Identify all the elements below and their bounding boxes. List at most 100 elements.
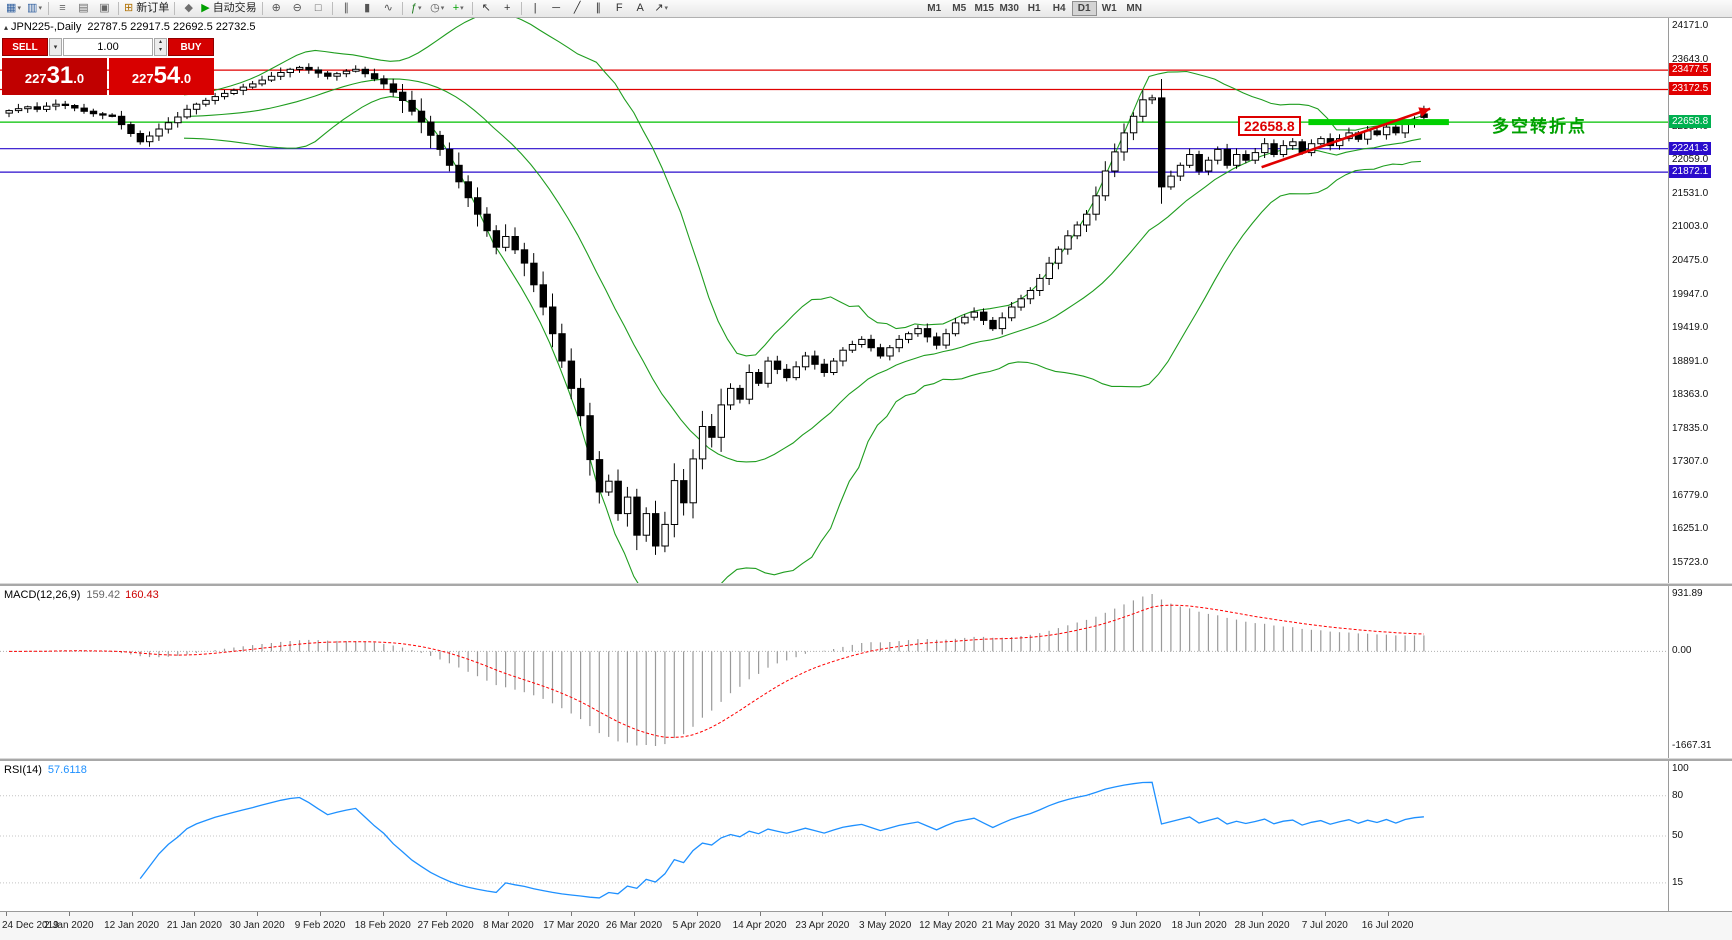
trendline-tool[interactable]: ╱	[567, 1, 588, 17]
trend-arrow[interactable]	[1261, 107, 1431, 169]
time-tick	[1199, 912, 1201, 916]
templates-icon: +	[452, 2, 460, 14]
price-axis-label: 23643.0	[1672, 53, 1709, 65]
zoom-in[interactable]: ⊕	[266, 1, 287, 17]
fibonacci-tool[interactable]: F	[609, 1, 630, 17]
time-axis[interactable]: 24 Dec 2019 2 Jan 2020 12 Jan 2020 21 Jan 2…	[0, 911, 1732, 940]
buy-button[interactable]: BUY	[168, 38, 214, 56]
chart-profiles[interactable]: ▥ ▾	[24, 1, 45, 17]
sell-button[interactable]: SELL	[2, 38, 48, 56]
sell-price-display[interactable]: 227 31.0	[2, 58, 107, 95]
timeframe-mn[interactable]: MN	[1126, 3, 1142, 14]
timeframe-w1[interactable]: W1	[1101, 3, 1117, 14]
periods-icon: ◷	[430, 2, 440, 14]
date-label: 16 Jul 2020	[1361, 920, 1414, 931]
market-watch[interactable]: ≡	[52, 1, 73, 17]
turning-point-annotation: 多空转折点	[1492, 117, 1587, 136]
pane-divider[interactable]	[0, 583, 1732, 586]
price-line-badge: 23477.5	[1669, 63, 1712, 77]
channel-tool[interactable]: ∥	[588, 1, 609, 17]
price-axis-label: 18891.0	[1672, 355, 1709, 367]
price-axis[interactable]: 24171.023643.023115.022587.022059.021531…	[1668, 18, 1732, 583]
price-chart-canvas[interactable]	[0, 18, 1668, 583]
volume-input[interactable]	[63, 38, 153, 56]
new-chart-icon: ▦	[6, 2, 17, 14]
metaeditor[interactable]: ◆	[178, 1, 199, 17]
toolbar-separator	[174, 2, 176, 15]
date-label: 21 May 2020	[981, 920, 1040, 931]
rsi-levels	[0, 795, 1668, 884]
toolbar-separator	[520, 2, 522, 15]
new-chart[interactable]: ▦ ▾	[3, 1, 24, 17]
toolbar-separator	[261, 2, 263, 15]
tile-windows-icon: □	[314, 2, 322, 14]
autotrading[interactable]: ▶ 自动交易	[199, 1, 258, 17]
bar-chart-mode[interactable]: ∥	[336, 1, 357, 17]
macd-axis-label: 0.00	[1672, 645, 1692, 657]
price-axis-label: 15723.0	[1672, 557, 1709, 568]
volume-stepper[interactable]: ▴ ▾	[154, 38, 167, 56]
pane-divider[interactable]	[0, 758, 1732, 761]
price-axis-label: 18363.0	[1672, 389, 1709, 401]
rsi-axis[interactable]: 100 80 50 15	[1668, 761, 1732, 911]
autotrading-label: 自动交易	[212, 2, 257, 14]
date-label: 8 Mar 2020	[483, 920, 534, 931]
time-tick	[257, 912, 259, 916]
price-axis-label: 20475.0	[1672, 254, 1709, 266]
arrows-tool[interactable]: ↗ ▾	[651, 1, 672, 17]
timeframe-m30[interactable]: M30	[999, 3, 1019, 14]
periods[interactable]: ◷ ▾	[427, 1, 448, 17]
sell-price-big: 31	[46, 62, 74, 89]
candlestick-mode[interactable]: ▮	[357, 1, 378, 17]
autotrading-icon: ▶	[201, 2, 210, 14]
time-tick	[131, 912, 133, 916]
horizontal-price-lines[interactable]	[0, 69, 1668, 173]
timeframe-h4[interactable]: H4	[1052, 3, 1066, 14]
sell-price-suffix: .0	[73, 71, 85, 86]
support-band[interactable]	[1308, 119, 1449, 126]
timeframe-m15[interactable]: M15	[974, 3, 994, 14]
rsi-canvas[interactable]	[0, 761, 1668, 911]
navigator[interactable]: ▤	[73, 1, 94, 17]
terminal[interactable]: ▣	[94, 1, 115, 17]
time-tick	[194, 912, 196, 916]
text-tool[interactable]: A	[630, 1, 651, 17]
stepper-up-icon[interactable]: ▴	[158, 39, 162, 45]
sell-dropdown-icon[interactable]: ▾	[49, 38, 62, 56]
zoom-out[interactable]: ⊖	[287, 1, 308, 17]
indicators-list[interactable]: ƒ ▾	[406, 1, 427, 17]
buy-price-display[interactable]: 227 54.0	[109, 58, 214, 95]
stepper-down-icon[interactable]: ▾	[158, 47, 162, 53]
macd-axis[interactable]: 931.89 0.00 -1667.31	[1668, 586, 1732, 758]
rsi-pane[interactable]: RSI(14) 57.6118 100 80 50 15	[0, 761, 1732, 911]
timeframe-d1[interactable]: D1	[1071, 1, 1097, 16]
date-label: 5 Apr 2020	[672, 920, 721, 931]
date-label: 26 Mar 2020	[605, 920, 663, 931]
tile-windows[interactable]: □	[308, 1, 329, 17]
price-chart-pane[interactable]: ▴ JPN225-,Daily 22787.5 22917.5 22692.5 22…	[0, 18, 1732, 583]
macd-label: MACD(12,26,9) 159.42 160.43	[4, 589, 159, 601]
crosshair[interactable]: +	[497, 1, 518, 17]
date-label: 28 Jun 2020	[1234, 920, 1290, 931]
candlestick-mode-icon: ▮	[364, 2, 371, 14]
time-tick	[885, 912, 887, 916]
timeframe-m1[interactable]: M1	[927, 3, 942, 14]
vertical-line-tool[interactable]: |	[525, 1, 546, 17]
timeframe-h1[interactable]: H1	[1027, 3, 1041, 14]
cursor[interactable]: ↖	[476, 1, 497, 17]
zoom-in-icon: ⊕	[271, 2, 281, 14]
templates[interactable]: + ▾	[448, 1, 469, 17]
panel-collapse-icon[interactable]: ▴	[4, 23, 9, 32]
macd-value-1: 159.42	[86, 589, 121, 601]
line-chart-mode[interactable]: ∿	[378, 1, 399, 17]
timeframe-m5[interactable]: M5	[952, 3, 967, 14]
rsi-axis-label: 15	[1672, 876, 1684, 888]
macd-canvas[interactable]	[0, 586, 1668, 758]
rsi-axis-label: 100	[1672, 763, 1689, 774]
macd-pane[interactable]: MACD(12,26,9) 159.42 160.43 931.89 0.00 -166…	[0, 586, 1732, 758]
new-order[interactable]: ⊞ 新订单	[122, 1, 171, 17]
horizontal-line-tool[interactable]: ─	[546, 1, 567, 17]
terminal-icon: ▣	[99, 2, 110, 14]
new-chart-dropdown-icon: ▾	[17, 5, 21, 12]
timeframe-toolbar: M1 M5 M15 M30 H1 H4 D1 W1 MN	[922, 1, 1147, 16]
